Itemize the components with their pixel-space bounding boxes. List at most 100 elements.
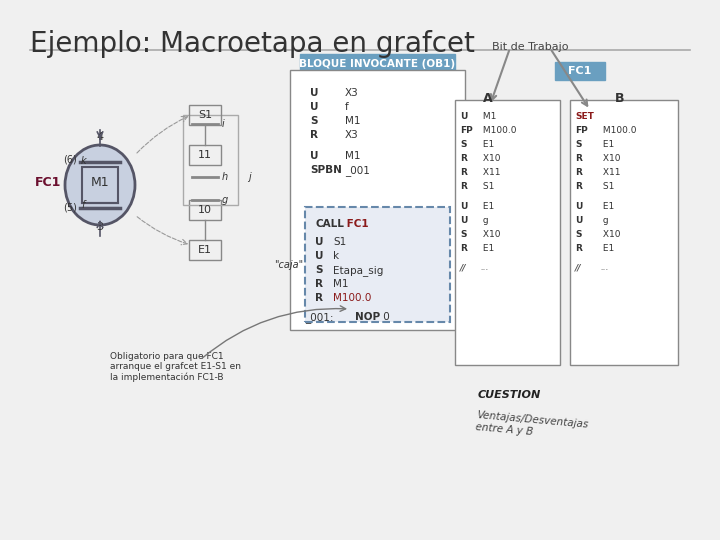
Text: ...: ... (480, 263, 489, 272)
Text: S1: S1 (600, 182, 614, 191)
Bar (82, 167, 118, 203)
Text: S1: S1 (480, 182, 495, 191)
Text: S: S (315, 265, 323, 275)
Text: (6): (6) (63, 154, 77, 164)
Text: CUESTION: CUESTION (478, 390, 541, 400)
Text: 0: 0 (380, 312, 390, 322)
Text: B: B (616, 92, 625, 105)
Text: X10: X10 (480, 230, 500, 239)
Text: S: S (575, 140, 582, 149)
Text: i: i (222, 119, 225, 129)
Text: X10: X10 (480, 154, 500, 163)
Text: //: // (575, 263, 582, 272)
Bar (189, 105, 221, 125)
Text: M100.0: M100.0 (480, 126, 516, 135)
Text: Obligatorio para que FC1
arranque el grafcet E1-S1 en
la implementación FC1-B: Obligatorio para que FC1 arranque el gra… (110, 352, 241, 382)
Text: U: U (310, 151, 318, 161)
Text: M1: M1 (345, 116, 361, 126)
Text: M1: M1 (91, 176, 109, 188)
Text: E1: E1 (600, 201, 614, 211)
Text: k: k (333, 251, 339, 261)
Text: k: k (80, 156, 86, 166)
Text: E1: E1 (198, 245, 212, 255)
Text: S1: S1 (198, 110, 212, 120)
Text: Bit de Trabajo: Bit de Trabajo (492, 42, 568, 52)
Text: U: U (315, 251, 323, 261)
Text: U: U (460, 201, 467, 211)
Text: 3: 3 (96, 222, 104, 232)
Text: M1: M1 (333, 279, 348, 289)
Text: R: R (575, 168, 582, 177)
Text: (5): (5) (63, 202, 77, 212)
Text: h: h (222, 172, 228, 182)
Text: 11: 11 (198, 150, 212, 160)
Text: Ejemplo: Macroetapa en grafcet: Ejemplo: Macroetapa en grafcet (30, 30, 475, 58)
Text: M100.0: M100.0 (333, 293, 372, 303)
Text: f: f (345, 102, 348, 112)
Text: 4: 4 (96, 132, 104, 142)
Text: R: R (575, 244, 582, 253)
Text: R: R (310, 130, 318, 140)
Bar (183, 115, 238, 205)
Text: FP: FP (575, 126, 588, 135)
Bar (189, 145, 221, 165)
Bar (305, 207, 450, 322)
Text: BLOQUE INVOCANTE (OB1): BLOQUE INVOCANTE (OB1) (299, 59, 455, 69)
Text: M1: M1 (345, 151, 361, 161)
Text: E1: E1 (480, 244, 494, 253)
Text: M1: M1 (480, 112, 496, 121)
Text: S: S (310, 116, 318, 126)
Text: X10: X10 (600, 154, 621, 163)
Text: g: g (600, 215, 608, 225)
Text: FC1: FC1 (568, 66, 592, 76)
Text: g: g (222, 195, 228, 205)
Text: E1: E1 (600, 140, 614, 149)
Text: E1: E1 (480, 140, 494, 149)
Text: "caja": "caja" (274, 260, 303, 269)
Text: R: R (315, 293, 323, 303)
Text: S: S (575, 230, 582, 239)
Text: //: // (460, 263, 467, 272)
Text: X3: X3 (345, 88, 359, 98)
Text: E1: E1 (600, 244, 614, 253)
Text: A: A (483, 92, 492, 105)
Text: U: U (575, 215, 582, 225)
Text: SPBN: SPBN (310, 165, 342, 175)
Bar (570, 100, 678, 365)
Text: S: S (460, 230, 467, 239)
Text: S: S (460, 140, 467, 149)
Text: U: U (575, 201, 582, 211)
Text: f: f (81, 200, 85, 210)
Text: U: U (310, 88, 318, 98)
Ellipse shape (65, 145, 135, 225)
FancyBboxPatch shape (555, 62, 605, 80)
Text: E1: E1 (480, 201, 494, 211)
Text: X11: X11 (600, 168, 621, 177)
Text: SET: SET (575, 112, 594, 121)
Text: FP: FP (460, 126, 473, 135)
Bar (189, 200, 221, 220)
Text: R: R (575, 154, 582, 163)
Text: _001:: _001: (305, 312, 333, 323)
Text: S1: S1 (333, 237, 346, 247)
Text: FC1: FC1 (343, 219, 369, 229)
Text: Ventajas/Desventajas
entre A y B: Ventajas/Desventajas entre A y B (475, 410, 588, 441)
Text: R: R (575, 182, 582, 191)
Text: U: U (310, 102, 318, 112)
Text: R: R (460, 168, 467, 177)
Text: R: R (460, 154, 467, 163)
Text: g: g (480, 215, 489, 225)
Text: U: U (315, 237, 323, 247)
FancyBboxPatch shape (300, 54, 455, 74)
Text: CALL: CALL (315, 219, 344, 229)
Bar (455, 100, 560, 365)
Text: j: j (248, 172, 251, 182)
Text: X10: X10 (600, 230, 621, 239)
Text: _001: _001 (345, 165, 370, 176)
Text: U: U (460, 215, 467, 225)
Bar (290, 70, 465, 330)
Text: U: U (460, 112, 467, 121)
Text: 10: 10 (198, 205, 212, 215)
Text: X3: X3 (345, 130, 359, 140)
Text: R: R (460, 244, 467, 253)
